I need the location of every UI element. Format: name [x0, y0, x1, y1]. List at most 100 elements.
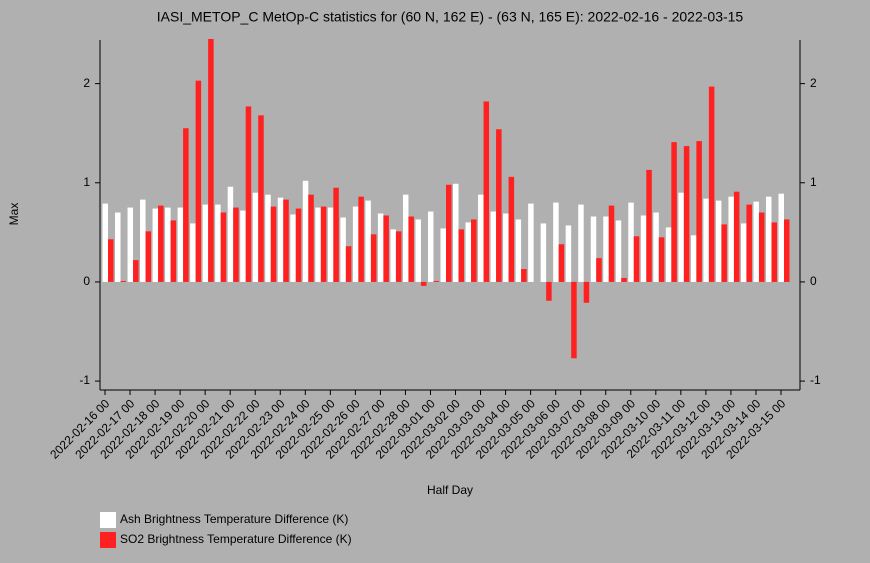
bar: [733, 191, 740, 282]
bar: [395, 231, 402, 282]
bar: [615, 220, 622, 282]
bar: [496, 129, 502, 282]
bar: [420, 281, 427, 286]
bar: [320, 206, 327, 282]
bar: [608, 205, 615, 282]
bar: [190, 223, 196, 282]
bar: [265, 194, 271, 282]
bar: [521, 269, 527, 282]
legend-swatch: [100, 532, 116, 548]
y-tick-label: 0: [83, 274, 90, 288]
bar: [215, 204, 221, 282]
bar: [133, 260, 139, 282]
bar: [333, 187, 339, 282]
bar: [646, 169, 652, 282]
bar: [621, 277, 627, 282]
bar: [478, 194, 484, 282]
bar: [258, 115, 264, 282]
bar: [753, 201, 759, 282]
bar: [715, 200, 722, 282]
bar: [427, 211, 434, 282]
bar: [571, 281, 577, 359]
bar: [340, 217, 346, 282]
bar: [227, 186, 234, 282]
bar: [145, 231, 152, 282]
bar: [721, 224, 727, 282]
bar: [784, 219, 790, 282]
bar: [590, 216, 597, 282]
chart-title: IASI_METOP_C MetOp-C statistics for (60 …: [157, 9, 744, 25]
bar: [120, 280, 127, 282]
bar: [183, 128, 189, 282]
bar: [671, 142, 677, 282]
bar: [177, 207, 184, 282]
bar: [683, 146, 690, 282]
bar: [490, 211, 497, 282]
bar: [740, 223, 747, 282]
bar: [365, 200, 371, 282]
bar: [503, 213, 509, 282]
bar: [102, 203, 108, 282]
bar: [358, 196, 364, 282]
bar: [277, 197, 284, 282]
y-tick-label: 2: [83, 76, 90, 90]
bar: [508, 176, 515, 282]
bar: [690, 235, 697, 282]
bar: [252, 192, 259, 282]
legend-swatch: [100, 512, 116, 528]
bar: [596, 258, 602, 282]
bar: [565, 225, 572, 282]
x-axis-label: Half Day: [427, 483, 473, 497]
bar: [696, 141, 702, 282]
bar: [415, 219, 421, 282]
bar: [390, 229, 396, 282]
bar: [440, 228, 446, 282]
bar: [778, 193, 784, 282]
bar: [245, 106, 252, 282]
bar: [453, 183, 459, 282]
bar: [465, 222, 472, 282]
bar: [678, 192, 684, 282]
y2-tick-label: 2: [810, 76, 817, 90]
bar: [270, 206, 277, 282]
bar: [653, 212, 659, 282]
bar: [152, 208, 159, 282]
bar: [377, 213, 384, 282]
bar: [583, 281, 590, 303]
bar: [383, 215, 389, 282]
bar: [578, 204, 584, 282]
bar: [195, 80, 202, 282]
bar: [140, 199, 146, 282]
bar: [665, 227, 672, 282]
bar: [708, 86, 715, 282]
legend-label: Ash Brightness Temperature Difference (K…: [120, 512, 348, 526]
bar: [233, 207, 239, 282]
bar: [640, 215, 647, 282]
bar: [528, 203, 534, 282]
bar: [327, 207, 334, 282]
bar: [746, 204, 752, 282]
bar: [165, 207, 171, 282]
bar: [658, 237, 665, 282]
bar: [158, 205, 164, 282]
bar: [728, 196, 734, 282]
bar: [553, 202, 559, 282]
bar: [765, 196, 772, 282]
y2-tick-label: 0: [810, 274, 817, 288]
bar: [108, 239, 114, 282]
y-tick-label: 1: [83, 175, 90, 189]
bar: [771, 222, 777, 282]
bar: [515, 219, 522, 282]
bar: [540, 223, 547, 282]
y-axis-label: Max: [7, 203, 21, 226]
bar: [302, 180, 309, 282]
bar: [295, 208, 302, 282]
y2-tick-label: -1: [810, 373, 821, 387]
bar: [290, 214, 296, 282]
y-tick-label: -1: [79, 373, 90, 387]
bar: [603, 216, 609, 282]
bar: [546, 281, 552, 301]
bar: [202, 204, 209, 282]
bar: [402, 194, 409, 282]
